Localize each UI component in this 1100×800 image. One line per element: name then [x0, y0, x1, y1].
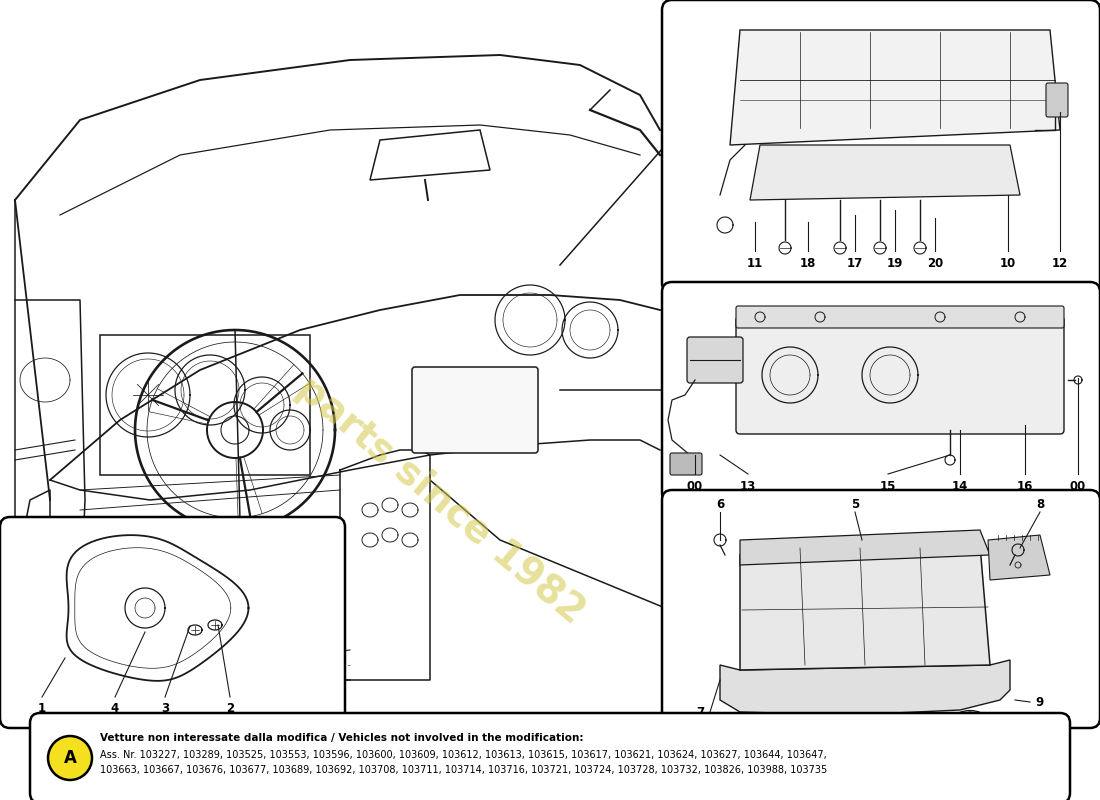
FancyBboxPatch shape: [1046, 83, 1068, 117]
Text: 2: 2: [226, 702, 234, 715]
Text: 00: 00: [1070, 480, 1086, 493]
Text: 13: 13: [740, 480, 756, 493]
Text: 5: 5: [851, 498, 859, 511]
FancyBboxPatch shape: [30, 713, 1070, 800]
Circle shape: [48, 736, 92, 780]
Text: 10: 10: [1000, 257, 1016, 270]
Polygon shape: [740, 545, 990, 670]
Ellipse shape: [725, 717, 755, 731]
FancyBboxPatch shape: [688, 337, 742, 383]
FancyBboxPatch shape: [662, 0, 1100, 293]
Text: 18: 18: [800, 257, 816, 270]
Polygon shape: [720, 660, 1010, 715]
Text: 12: 12: [1052, 257, 1068, 270]
Text: 6: 6: [716, 498, 724, 511]
Polygon shape: [740, 530, 990, 565]
FancyBboxPatch shape: [670, 453, 702, 475]
Text: 20: 20: [927, 257, 943, 270]
Text: 17: 17: [847, 257, 864, 270]
Text: 19: 19: [887, 257, 903, 270]
Text: 8: 8: [1036, 498, 1044, 511]
FancyBboxPatch shape: [412, 367, 538, 453]
Polygon shape: [730, 30, 1060, 145]
Text: 14: 14: [952, 480, 968, 493]
Text: Vetture non interessate dalla modifica / Vehicles not involved in the modificati: Vetture non interessate dalla modifica /…: [100, 733, 583, 743]
FancyBboxPatch shape: [662, 282, 1100, 503]
Polygon shape: [750, 145, 1020, 200]
Text: 103663, 103667, 103676, 103677, 103689, 103692, 103708, 103711, 103714, 103716, : 103663, 103667, 103676, 103677, 103689, …: [100, 765, 827, 775]
Text: 15: 15: [880, 480, 896, 493]
Text: 16: 16: [1016, 480, 1033, 493]
Text: A: A: [64, 749, 76, 767]
FancyBboxPatch shape: [736, 306, 1064, 328]
Text: 3: 3: [161, 702, 169, 715]
FancyBboxPatch shape: [662, 490, 1100, 728]
Text: 9: 9: [1036, 695, 1044, 709]
Text: Ass. Nr. 103227, 103289, 103525, 103553, 103596, 103600, 103609, 103612, 103613,: Ass. Nr. 103227, 103289, 103525, 103553,…: [100, 750, 827, 760]
FancyBboxPatch shape: [0, 517, 345, 728]
Text: 1: 1: [37, 702, 46, 715]
FancyBboxPatch shape: [736, 316, 1064, 434]
Text: 00: 00: [686, 480, 703, 493]
Text: 4: 4: [111, 702, 119, 715]
Text: 7: 7: [696, 706, 704, 718]
Ellipse shape: [955, 710, 984, 726]
Polygon shape: [988, 535, 1050, 580]
Ellipse shape: [845, 719, 875, 734]
Text: 11: 11: [747, 257, 763, 270]
Text: parts since 1982: parts since 1982: [288, 369, 592, 631]
